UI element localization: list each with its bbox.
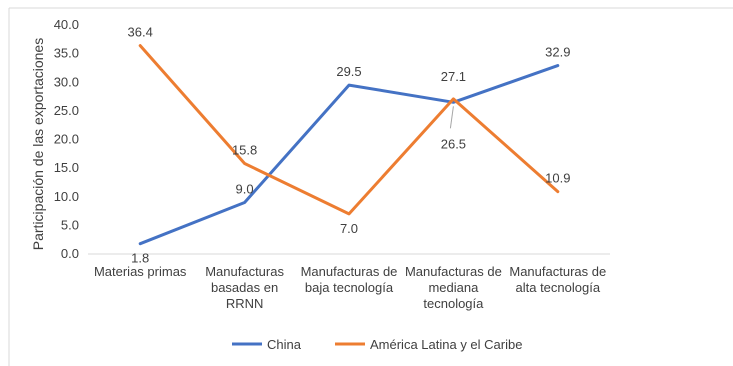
y-tick-label: 20.0: [54, 132, 79, 147]
y-tick-label: 25.0: [54, 103, 79, 118]
x-category-line: baja tecnología: [305, 280, 394, 295]
series-line-china: [138, 64, 560, 246]
x-category-label: Manufacturas de baja tecnología: [301, 264, 398, 295]
y-axis-label: Participación de las exportaciones: [30, 38, 46, 250]
x-category-label: Materias primas: [94, 264, 187, 279]
x-category-label: Manufacturas basadas en RRNN: [205, 264, 284, 311]
data-label: 10.9: [545, 171, 570, 186]
x-category-line: Materias primas: [94, 264, 187, 279]
x-category-line: Manufacturas de: [301, 264, 398, 279]
data-label: 29.5: [336, 64, 361, 79]
data-label: 15.8: [232, 143, 257, 158]
y-tick-label: 10.0: [54, 189, 79, 204]
data-label: 1.8: [131, 251, 149, 266]
data-label: 32.9: [545, 45, 570, 60]
y-tick-label: 15.0: [54, 160, 79, 175]
x-category-label: Manufacturas de mediana tecnología: [405, 264, 502, 311]
series-line-america-latina: [138, 44, 560, 216]
y-tick-label: 35.0: [54, 46, 79, 61]
y-tick-label: 40.0: [54, 17, 79, 32]
x-category-line: RRNN: [226, 296, 264, 311]
y-axis-ticks: 0.0 5.0 10.0 15.0 20.0 25.0 30.0 35.0 40.0: [54, 17, 79, 261]
legend: China América Latina y el Caribe: [232, 337, 522, 352]
series-lines: [138, 44, 560, 246]
data-label: 26.5: [441, 136, 466, 151]
x-category-line: tecnología: [423, 296, 484, 311]
x-axis-categories: Materias primas Manufacturas basadas en RRN…: [94, 264, 606, 311]
data-label: 36.4: [128, 25, 153, 40]
legend-label: América Latina y el Caribe: [370, 337, 522, 352]
x-category-line: mediana: [428, 280, 479, 295]
data-labels: 1.8 9.0 29.5 26.5 32.9 36.4 15.8 7.0 27.1 10.9: [128, 25, 571, 266]
data-label: 7.0: [340, 221, 358, 236]
data-label: 9.0: [236, 181, 254, 196]
data-label: 27.1: [441, 69, 466, 84]
x-category-line: basadas en: [211, 280, 278, 295]
y-tick-label: 0.0: [61, 246, 79, 261]
y-tick-label: 30.0: [54, 74, 79, 89]
x-category-line: Manufacturas de: [509, 264, 606, 279]
legend-label: China: [267, 337, 302, 352]
data-label-leader-line: [449, 106, 454, 129]
x-category-label: Manufacturas de alta tecnología: [509, 264, 606, 295]
x-category-line: alta tecnología: [516, 280, 601, 295]
x-category-line: Manufacturas de: [405, 264, 502, 279]
y-tick-label: 5.0: [61, 217, 79, 232]
x-category-line: Manufacturas: [205, 264, 284, 279]
